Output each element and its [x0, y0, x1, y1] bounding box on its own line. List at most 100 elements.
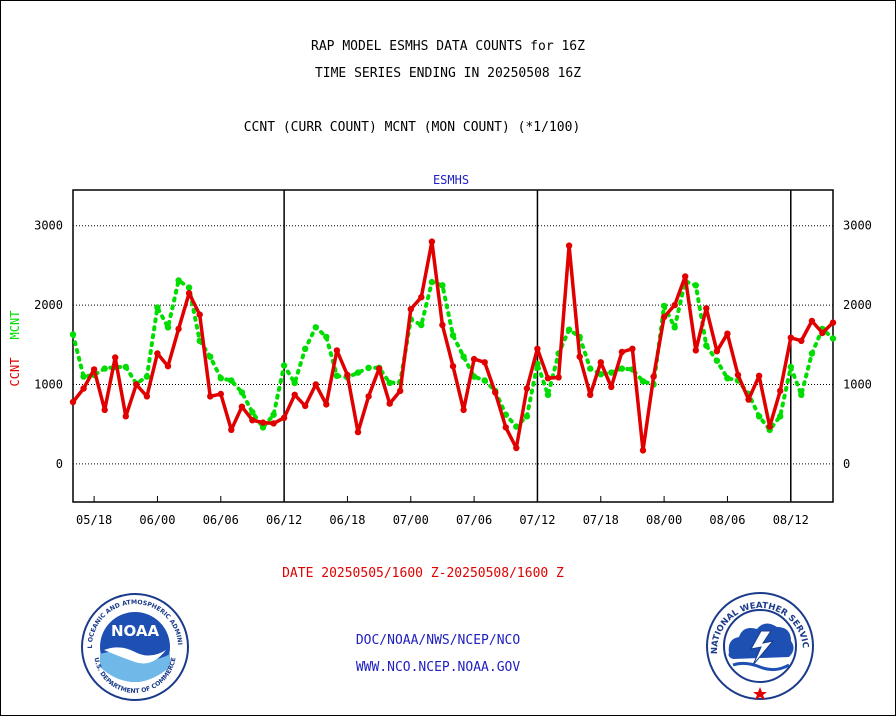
mcnt-point-51	[608, 369, 615, 376]
x-tick-label-7: 07/12	[519, 513, 555, 527]
mcnt-point-39	[481, 377, 488, 384]
y-axis-label-ccnt: CCNT	[8, 358, 22, 387]
ccnt-point-10	[175, 325, 182, 333]
ccnt-point-49	[587, 391, 594, 398]
mcnt-point-54	[639, 378, 647, 385]
labels-layer: 0 0 1000 1000 2000 2000 3000 3000 05/18 06/00 06/0…	[8, 173, 872, 527]
mcnt-point-3	[101, 365, 108, 372]
mcnt-point-60	[703, 342, 710, 349]
footer-org-link[interactable]: DOC/NOAA/NWS/NCEP/NCO	[355, 633, 521, 648]
ccnt-point-11	[185, 290, 193, 297]
x-tick-label-3: 06/12	[266, 513, 302, 527]
ccnt-point-4	[112, 354, 119, 361]
nws-logo[interactable]: NATIONAL WEATHER SERVICE	[705, 591, 815, 701]
ccnt-point-71	[819, 329, 826, 337]
y-tick-right-1000: 1000	[843, 378, 872, 392]
mcnt-point-27	[354, 369, 362, 376]
ccnt-point-14	[217, 390, 224, 398]
ccnt-point-26	[344, 371, 351, 379]
ccnt-point-21	[291, 391, 298, 398]
ccnt-point-61	[713, 348, 721, 355]
ccnt-point-54	[639, 447, 647, 454]
mcnt-series	[69, 277, 837, 433]
mcnt-point-36	[449, 332, 457, 339]
ccnt-series	[69, 238, 837, 454]
mcnt-point-67	[777, 413, 784, 420]
ccnt-point-20	[280, 414, 288, 421]
ccnt-point-67	[777, 387, 784, 395]
chart-title-line-2: TIME SERIES ENDING IN 20250508 16Z	[314, 66, 582, 81]
x-tick-label-11: 08/12	[773, 513, 809, 527]
ccnt-point-13	[207, 393, 214, 400]
ccnt-point-45	[544, 375, 552, 382]
ccnt-point-69	[798, 337, 805, 344]
ccnt-point-50	[597, 359, 604, 366]
mcnt-point-47	[565, 326, 573, 333]
mcnt-point-57	[671, 324, 678, 331]
ccnt-point-70	[808, 317, 816, 325]
ccnt-point-66	[766, 423, 773, 430]
ccnt-point-39	[481, 359, 488, 366]
noaa-logo[interactable]: NOAA NATIONAL OCEANIC AND ATMOSPHERIC AD…	[80, 592, 190, 702]
ccnt-point-27	[354, 428, 362, 436]
mcnt-point-5	[122, 363, 129, 371]
footer-url-link[interactable]: WWW.NCO.NCEP.NOAA.GOV	[355, 660, 521, 675]
ccnt-point-6	[133, 381, 140, 388]
ccnt-point-28	[365, 393, 372, 400]
y-tick-right-3000: 3000	[843, 219, 872, 233]
ccnt-point-33	[418, 294, 425, 301]
ccnt-point-53	[629, 345, 636, 352]
ccnt-point-55	[650, 373, 657, 380]
ccnt-point-56	[660, 313, 668, 321]
ccnt-point-31	[397, 387, 404, 395]
ccnt-point-15	[228, 426, 235, 433]
date-range-label: DATE 20250505/1600 Z-20250508/1600 Z	[282, 566, 564, 581]
mcnt-point-15	[228, 377, 235, 384]
ccnt-point-29	[375, 365, 383, 372]
y-tick-left-1000: 1000	[34, 378, 63, 392]
y-tick-left-2000: 2000	[34, 298, 63, 312]
ccnt-point-46	[555, 374, 562, 381]
plot-frame	[72, 189, 834, 503]
x-tick-label-4: 06/18	[329, 513, 365, 527]
mcnt-point-16	[238, 389, 246, 396]
x-tick-label-2: 06/06	[203, 513, 239, 527]
y-tick-right-0: 0	[843, 457, 850, 471]
ccnt-point-7	[143, 393, 151, 400]
mcnt-point-65	[755, 413, 763, 420]
ccnt-line	[71, 239, 835, 453]
mcnt-point-45	[544, 391, 552, 398]
ccnt-point-62	[724, 330, 731, 337]
chart-subtitle: CCNT (CURR COUNT) MCNT (MON COUNT) (*1/1…	[243, 120, 581, 135]
mcnt-point-69	[798, 391, 805, 398]
chart-title-line-1: RAP MODEL ESMHS DATA COUNTS for 16Z	[311, 39, 585, 54]
mcnt-point-70	[808, 350, 816, 357]
ccnt-point-51	[608, 383, 615, 391]
ccnt-point-63	[734, 371, 742, 379]
mcnt-point-59	[692, 282, 699, 289]
station-label: ESMHS	[433, 173, 469, 187]
ccnt-point-12	[196, 311, 203, 318]
ccnt-point-2	[90, 366, 98, 373]
ccnt-point-1	[80, 385, 87, 392]
ccnt-point-35	[439, 321, 446, 329]
ccnt-point-9	[164, 363, 172, 370]
ccnt-point-48	[576, 353, 583, 360]
mcnt-point-37	[460, 353, 467, 360]
ccnt-point-40	[492, 389, 499, 396]
x-tick-label-0: 05/18	[76, 513, 112, 527]
ccnt-point-32	[407, 305, 414, 313]
ccnt-point-5	[122, 413, 129, 420]
ccnt-point-23	[312, 381, 319, 388]
mcnt-point-11	[185, 284, 193, 291]
mcnt-point-33	[418, 321, 425, 329]
x-tick-label-1: 06/00	[139, 513, 175, 527]
ccnt-point-72	[829, 319, 837, 326]
mcnt-point-68	[787, 363, 794, 371]
ccnt-point-34	[428, 238, 436, 245]
ccnt-point-30	[386, 400, 393, 407]
ccnt-point-19	[270, 420, 277, 427]
ccnt-point-22	[302, 402, 309, 410]
mcnt-point-43	[523, 413, 531, 420]
